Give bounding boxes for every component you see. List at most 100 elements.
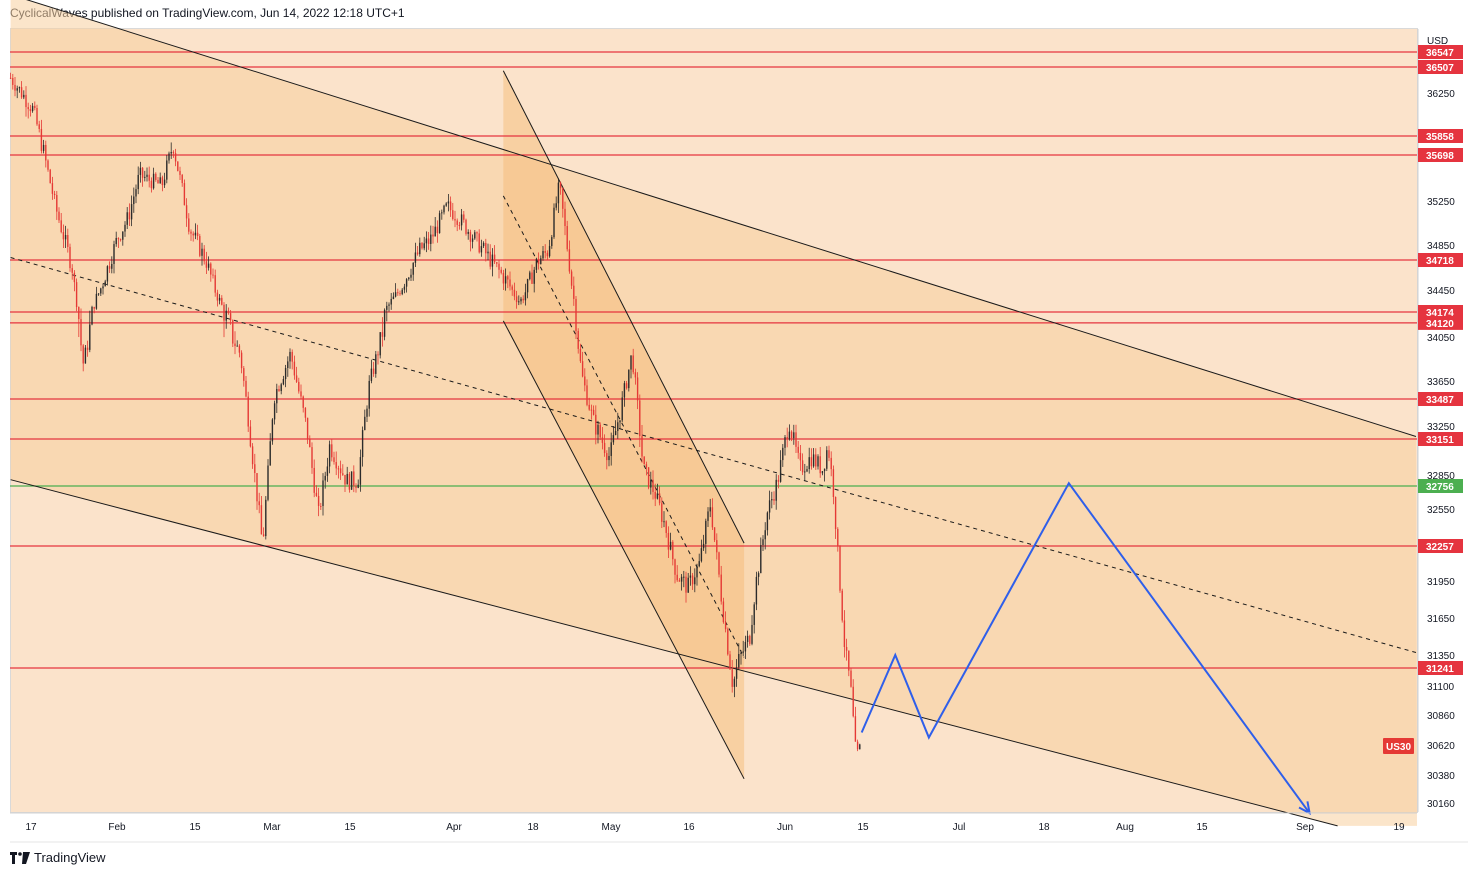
candle-body (663, 521, 665, 523)
descending-channel-upper-line[interactable] (11, 0, 1417, 437)
steep-channel-upper-line[interactable] (502, 70, 745, 544)
candle-body (210, 263, 212, 275)
candle-body (469, 231, 472, 242)
footer-brand[interactable]: TradingView (10, 850, 106, 865)
candle-body (718, 552, 720, 575)
candle-body (463, 214, 465, 220)
candle-body (533, 269, 535, 284)
candle-body (762, 539, 764, 546)
symbol-badge[interactable] (1383, 738, 1414, 754)
candle-body (696, 566, 698, 578)
candle-body (408, 277, 410, 280)
candle-body (705, 520, 707, 544)
level-label-badge (1418, 60, 1463, 74)
candle-body (667, 532, 670, 550)
candle-body (599, 424, 601, 438)
y-tick-label: 31650 (1427, 614, 1455, 625)
projection-path-line[interactable] (860, 481, 1311, 814)
candle-body (496, 262, 498, 264)
candle-body (526, 279, 529, 293)
candle-body (317, 495, 320, 506)
x-tick-label: May (602, 822, 621, 833)
candle-body (724, 622, 727, 630)
candle-body (742, 651, 744, 653)
candle-body (280, 384, 282, 392)
candle-body (436, 226, 439, 234)
candle-body (711, 507, 714, 528)
candle-body (104, 281, 106, 287)
candle-body (207, 263, 210, 268)
candle-body (214, 275, 216, 293)
candle-body (14, 84, 16, 91)
candle-body (177, 161, 179, 171)
candle-body (603, 442, 606, 454)
candle-body (793, 432, 795, 439)
candle-body (562, 188, 564, 209)
candle-body (12, 77, 14, 85)
candle-body (524, 292, 527, 301)
candle-body (507, 276, 509, 280)
y-tick-label: 34850 (1427, 241, 1455, 252)
candle-body (687, 577, 689, 593)
candle-body (522, 298, 524, 301)
candle-body (810, 457, 813, 467)
level-label-badge (1418, 315, 1463, 330)
candle-body (401, 289, 403, 295)
candle-body (416, 252, 419, 255)
candle-body (729, 654, 731, 670)
candle-body (394, 292, 397, 297)
candle-body (229, 313, 232, 321)
candle-body (326, 466, 329, 476)
candle-body (128, 212, 131, 220)
candle-body (293, 361, 296, 376)
candle-body (139, 167, 142, 175)
descending-channel-median-line[interactable] (10, 257, 1417, 654)
candle-body (23, 94, 25, 98)
candle-body (295, 375, 298, 382)
candle-body (795, 432, 797, 447)
y-tick-label: 34050 (1427, 333, 1455, 344)
steep-channel-median-line[interactable] (502, 195, 745, 658)
candle-body (53, 193, 56, 196)
candle-body (458, 224, 461, 226)
candle-body (570, 271, 573, 286)
descending-channel-lower-line[interactable] (10, 479, 1338, 827)
candle-body (108, 266, 111, 269)
candle-body (645, 464, 648, 468)
candle-body (144, 176, 146, 178)
candle-body (45, 144, 47, 161)
candle-body (27, 107, 29, 110)
candle-body (674, 559, 676, 575)
candle-body (80, 319, 82, 346)
candle-body (815, 454, 817, 467)
candle-body (276, 388, 278, 404)
candle-body (199, 236, 201, 256)
candle-body (777, 479, 780, 482)
candle-body (267, 465, 269, 500)
candle-body (482, 242, 485, 247)
candle-body (335, 462, 337, 469)
candle-body (672, 541, 674, 560)
candle-body (155, 173, 157, 180)
candle-body (546, 252, 549, 257)
candle-body (579, 348, 582, 362)
steep-channel-fill (503, 70, 745, 779)
candle-body (300, 391, 302, 397)
candle-body (146, 174, 148, 177)
candle-body (823, 468, 826, 472)
candle-body (447, 201, 450, 204)
steep-channel-lower-line[interactable] (502, 320, 745, 780)
candle-body (575, 298, 577, 331)
candle-body (240, 352, 243, 369)
candle-body (238, 345, 241, 353)
candle-body (839, 545, 841, 591)
candle-body (42, 144, 45, 151)
candle-body (60, 220, 62, 233)
candle-body (779, 460, 782, 482)
candle-body (309, 439, 311, 448)
candle-body (331, 444, 333, 458)
candle-body (216, 292, 219, 301)
candle-body (542, 251, 544, 259)
candle-body (258, 501, 260, 506)
